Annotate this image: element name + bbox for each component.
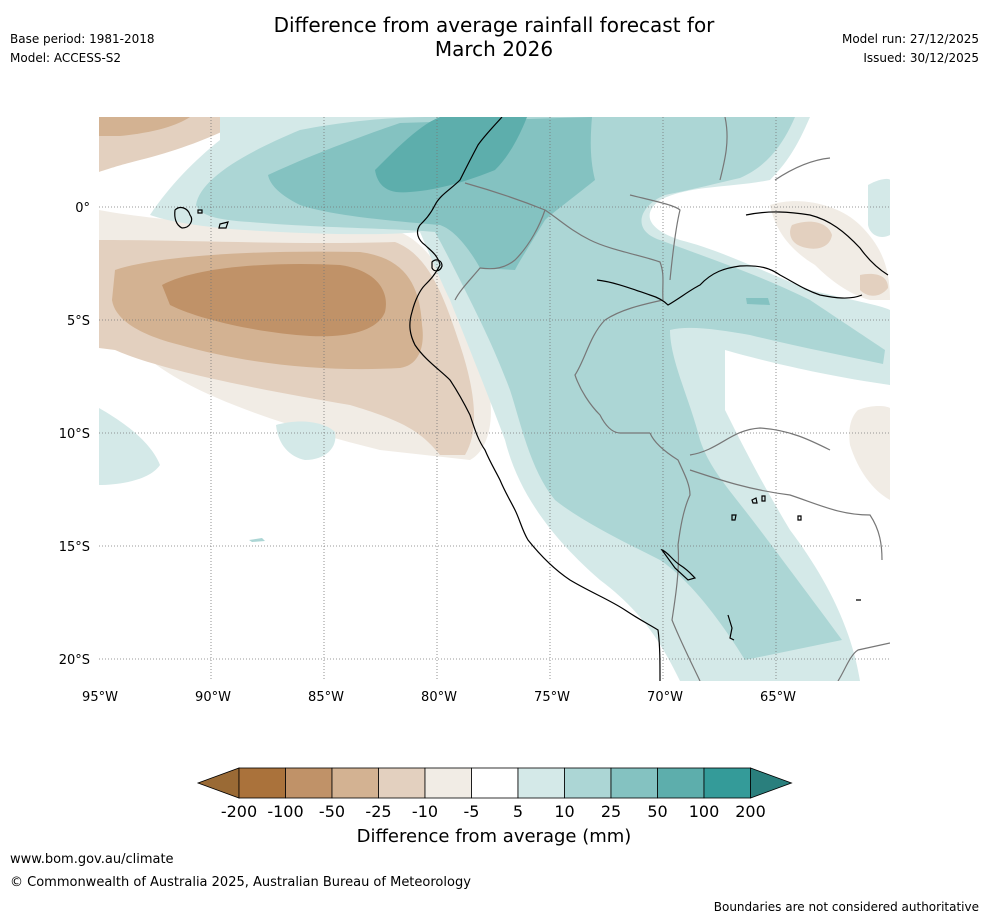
base-period-text: Base period: 1981-2018: [10, 32, 155, 46]
anomaly-dry-east-amazon-core2: [860, 273, 888, 296]
amazon-river: [596, 265, 863, 306]
issued-text: Issued: 30/12/2025: [863, 51, 979, 65]
lat-label-5s: 5°S: [67, 314, 90, 329]
bom-url[interactable]: www.bom.gov.au/climate: [10, 852, 174, 867]
colorbar-swatches: [196, 767, 793, 799]
colorbar-tick-label: 50: [647, 802, 667, 821]
title-line-2: March 2026: [434, 37, 554, 61]
lon-label-70w: 70°W: [647, 690, 683, 705]
model-run-text: Model run: 27/12/2025: [841, 32, 979, 46]
anomaly-wet-patch-west: [99, 408, 160, 485]
colorbar-tick-labels: -200 -100 -50 -25 -10 -5 5 10 25 50 100 200: [221, 802, 766, 821]
anomaly-wet-patch-east: [868, 178, 890, 237]
title-line-1: Difference from average rainfall forecas…: [273, 13, 715, 37]
disclaimer-text: Boundaries are not considered authoritat…: [713, 900, 979, 914]
colorbar-tick-label: 10: [554, 802, 574, 821]
colorbar-tick-label: -5: [464, 802, 480, 821]
colorbar-tick-label: 25: [601, 802, 621, 821]
model-text: Model: ACCESS-S2: [10, 51, 122, 65]
rainfall-map: 0° 5°S 10°S 15°S 20°S 95°W 90°W 85°W 80°…: [59, 117, 890, 705]
anomaly-dry-east-bolivia: [849, 405, 890, 500]
colorbar-svg: -200 -100 -50 -25 -10 -5 5 10 25 50 100 200: [196, 767, 793, 821]
lat-label-10s: 10°S: [59, 427, 90, 442]
lon-label-95w: 95°W: [82, 690, 118, 705]
colorbar-tick-label: 200: [735, 802, 766, 821]
longitude-labels: 95°W 90°W 85°W 80°W 75°W 70°W 65°W: [82, 690, 796, 705]
colorbar-swatch: [657, 767, 705, 799]
colorbar-unit-label: Difference from average (mm): [356, 826, 632, 847]
colorbar-tick-label: -100: [267, 802, 303, 821]
colorbar-swatch: [517, 767, 565, 799]
lon-label-75w: 75°W: [534, 690, 570, 705]
anomaly-wet-lake: [746, 298, 770, 305]
page-title: Difference from average rainfall forecas…: [0, 13, 988, 61]
colorbar-tick-label: -10: [412, 802, 438, 821]
colorbar-extend-low: [196, 767, 240, 799]
anomaly-wet-50: [375, 117, 527, 193]
copyright-text: © Commonwealth of Australia 2025, Austra…: [10, 875, 471, 890]
lat-label-20s: 20°S: [59, 653, 90, 668]
amazon-north: [745, 211, 889, 276]
colorbar-swatch: [424, 767, 472, 799]
lon-label-85w: 85°W: [308, 690, 344, 705]
colorbar-tick-label: 100: [689, 802, 720, 821]
lake-titicaca: [660, 548, 697, 581]
lat-label-15s: 15°S: [59, 540, 90, 555]
colorbar-swatch: [285, 767, 333, 799]
gulf-guayaquil-islands: [431, 259, 443, 272]
colorbar-swatch: [331, 767, 379, 799]
colorbar-tick-label: -200: [221, 802, 257, 821]
colorbar-swatch: [703, 767, 751, 799]
country-borders: [454, 117, 890, 681]
anomaly-dry-nw-core: [99, 117, 190, 136]
anomaly-dry-east-amazon-core: [790, 221, 832, 249]
colorbar-tick-label: -25: [365, 802, 391, 821]
colorbar-swatch: [610, 767, 658, 799]
anomaly-wet-10: [196, 117, 885, 660]
colorbar-swatch: [238, 767, 286, 799]
coastline: [174, 117, 889, 681]
colorbar-tick-label: -50: [319, 802, 345, 821]
map-svg: 0° 5°S 10°S 15°S 20°S 95°W 90°W 85°W 80°…: [59, 117, 890, 705]
anomaly-wet-25: [268, 117, 595, 270]
colorbar-legend: -200 -100 -50 -25 -10 -5 5 10 25 50 100 200: [0, 760, 988, 840]
colorbar-swatch: [564, 767, 612, 799]
colorbar-extend-high: [750, 767, 793, 799]
lat-label-0: 0°: [75, 201, 90, 216]
colorbar-tick-label: 5: [513, 802, 523, 821]
small-lakes: [731, 495, 861, 601]
lon-label-65w: 65°W: [760, 690, 796, 705]
colorbar-swatch: [471, 767, 519, 799]
galapagos: [174, 206, 229, 229]
map-plot-area: [99, 117, 890, 681]
anomaly-wet-patch-tiny: [249, 538, 265, 542]
latitude-labels: 0° 5°S 10°S 15°S 20°S: [59, 201, 90, 668]
colorbar-swatch: [378, 767, 426, 799]
lon-label-80w: 80°W: [421, 690, 457, 705]
anomaly-dry-offshore-50: [162, 264, 386, 337]
bolivia-lakes: [727, 614, 735, 641]
graticule: [99, 117, 890, 681]
lon-label-90w: 90°W: [195, 690, 231, 705]
anomaly-wet-patch-ocean: [276, 421, 336, 460]
